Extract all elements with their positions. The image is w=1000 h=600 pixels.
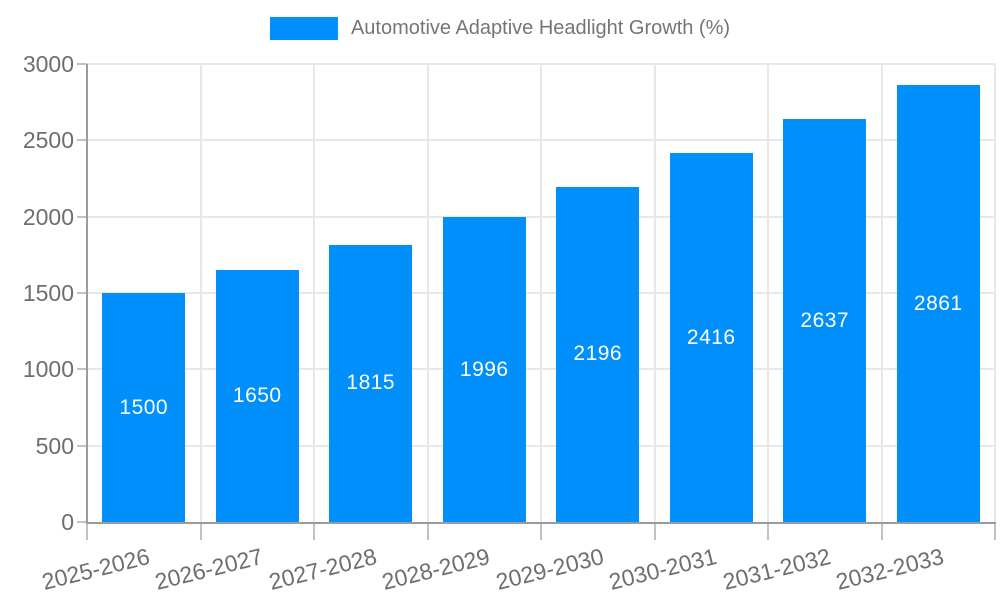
y-axis-tick	[77, 139, 87, 142]
x-axis-label: 2031-2032	[720, 543, 834, 595]
y-axis-tick	[77, 444, 87, 447]
x-axis-tick	[199, 522, 202, 540]
x-axis-label: 2026-2027	[152, 543, 266, 595]
x-axis-tick	[540, 522, 542, 540]
gridline-vertical	[994, 64, 996, 522]
y-axis-label: 0	[61, 509, 74, 535]
bar[interactable]: 1996	[442, 217, 526, 522]
y-axis-tick	[77, 521, 87, 523]
x-axis-tick	[767, 522, 769, 540]
bar[interactable]: 1500	[102, 293, 186, 522]
bar-value-label: 2416	[686, 325, 736, 349]
y-axis-label: 500	[35, 432, 74, 459]
bar-value-label: 2861	[913, 291, 963, 315]
legend[interactable]: Automotive Adaptive Headlight Growth (%)	[269, 17, 731, 40]
bar-value-label: 1500	[119, 395, 169, 419]
bar[interactable]: 2416	[669, 153, 753, 522]
gridline-vertical	[540, 64, 542, 522]
gridline-vertical	[880, 64, 883, 522]
x-axis-tick	[653, 522, 656, 540]
y-axis-tick	[77, 368, 87, 371]
y-axis-label: 2000	[22, 203, 74, 230]
x-axis-label: 2032-2033	[833, 543, 947, 595]
x-axis-tick	[426, 522, 429, 540]
gridline-vertical	[767, 64, 769, 522]
x-axis-tick	[994, 522, 996, 540]
x-axis-tick	[880, 522, 883, 540]
bar[interactable]: 1815	[329, 244, 413, 522]
x-axis-label: 2027-2028	[266, 543, 380, 595]
x-axis-label: 2030-2031	[606, 543, 720, 595]
x-axis-tick	[313, 522, 315, 540]
y-axis-tick	[77, 63, 87, 65]
bar[interactable]: 1650	[215, 270, 299, 522]
bar-value-label: 2637	[800, 308, 850, 332]
gridline-vertical	[653, 64, 656, 522]
gridline-vertical	[313, 64, 315, 522]
y-axis-label: 1000	[22, 356, 74, 383]
y-axis-label: 2500	[22, 127, 74, 154]
x-axis-line	[86, 522, 996, 524]
y-axis-label: 1500	[22, 280, 74, 306]
gridline-vertical	[199, 64, 202, 522]
y-axis-tick	[77, 215, 87, 218]
x-axis-tick	[86, 522, 88, 540]
y-axis-label: 3000	[22, 51, 74, 77]
legend-label: Automotive Adaptive Headlight Growth (%)	[350, 17, 731, 39]
y-axis-tick	[77, 292, 87, 294]
bar-value-label: 1815	[346, 371, 396, 395]
bar-value-label: 2196	[573, 342, 623, 366]
x-axis-label: 2025-2026	[39, 543, 153, 595]
bar-value-label: 1996	[459, 357, 509, 381]
gridline-vertical	[426, 64, 429, 522]
x-axis-label: 2028-2029	[379, 543, 493, 595]
legend-swatch	[269, 17, 338, 40]
bar-value-label: 1650	[232, 384, 282, 408]
bar[interactable]: 2637	[783, 119, 867, 522]
y-axis-line	[86, 64, 88, 523]
x-axis-label: 2029-2030	[493, 543, 607, 595]
bar[interactable]: 2861	[896, 85, 980, 522]
bar[interactable]: 2196	[556, 186, 640, 522]
